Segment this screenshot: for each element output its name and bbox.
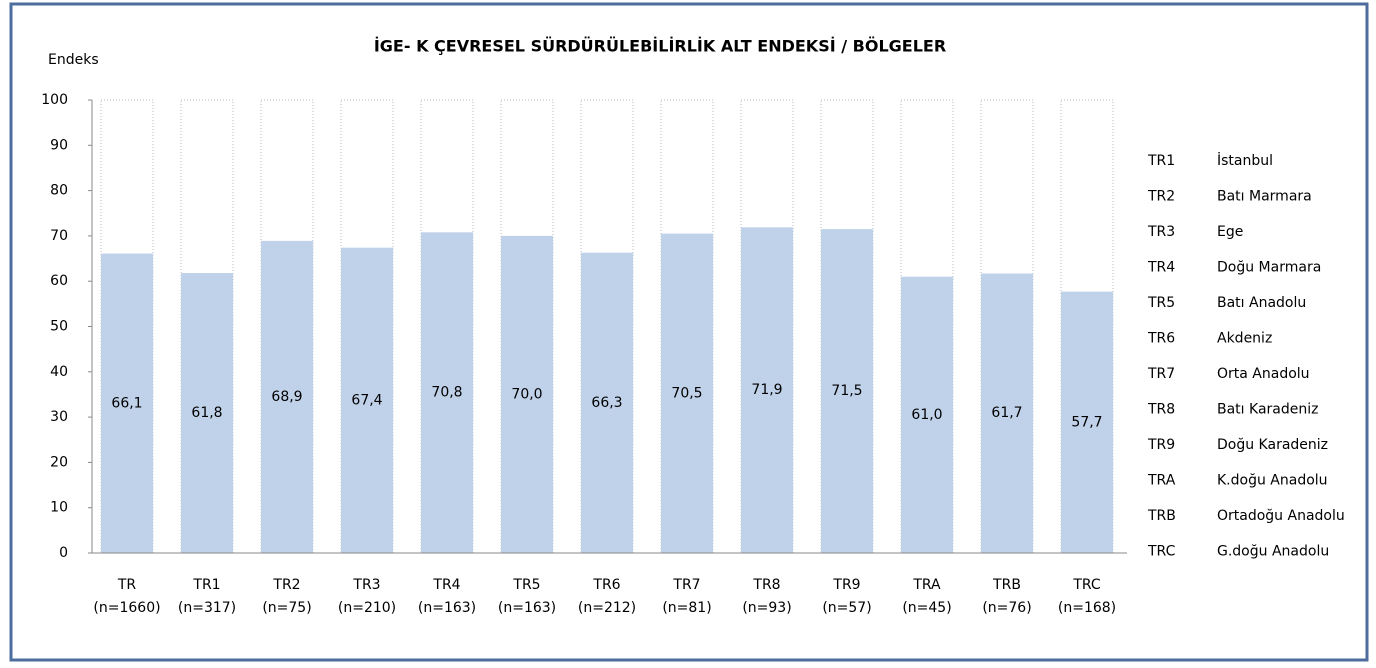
x-tick-label: TR8 [752,577,780,593]
data-label: 67,4 [351,392,382,408]
x-tick-sublabel: (n=45) [902,600,951,616]
data-label: 57,7 [1071,414,1102,430]
data-label: 70,5 [671,385,702,401]
data-label: 61,0 [911,407,942,423]
x-tick-sublabel: (n=212) [578,600,636,616]
y-tick-label: 90 [50,137,68,153]
legend-name: İstanbul [1217,151,1273,169]
y-tick-label: 70 [50,228,68,244]
y-tick-label: 20 [50,454,68,470]
legend-code: TR7 [1147,366,1175,382]
bar [501,235,553,553]
data-label: 61,8 [191,405,222,421]
x-tick-sublabel: (n=76) [982,600,1031,616]
x-tick-sublabel: (n=57) [822,600,871,616]
x-tick-sublabel: (n=75) [262,600,311,616]
y-tick-label: 10 [50,500,68,516]
legend-code: TR3 [1147,224,1175,240]
y-tick-label: 30 [50,409,68,425]
data-label: 66,3 [591,395,622,411]
x-tick-label: TR3 [352,577,380,593]
data-label: 61,7 [991,405,1022,421]
legend-code: TR8 [1147,402,1175,418]
legend-code: TR1 [1147,153,1175,169]
legend-name: K.doğu Anadolu [1217,473,1328,489]
x-tick-sublabel: (n=317) [178,600,236,616]
bar [741,227,793,553]
legend-name: G.doğu Anadolu [1217,544,1329,560]
x-tick-label: TRA [912,577,941,593]
data-label: 71,9 [751,382,782,398]
bar [1061,291,1113,553]
x-tick-label: TR6 [592,577,620,593]
data-label: 70,0 [511,386,542,402]
x-tick-sublabel: (n=163) [418,600,476,616]
bar [261,240,313,553]
legend-name: Ege [1217,224,1243,240]
bar [901,276,953,553]
bar [661,233,713,553]
x-tick-label: TR [117,577,137,593]
legend-name: Ortadoğu Anadolu [1217,508,1345,524]
x-tick-label: TR5 [512,577,540,593]
x-tick-label: TRB [992,577,1021,593]
legend-name: Batı Karadeniz [1217,402,1318,418]
legend-code: TRA [1147,473,1176,489]
x-tick-sublabel: (n=93) [742,600,791,616]
x-tick-sublabel: (n=1660) [93,600,160,616]
bar [101,253,153,553]
data-label: 70,8 [431,385,462,401]
x-tick-label: TR9 [832,577,860,593]
legend-code: TR6 [1147,331,1175,347]
x-tick-label: TR1 [192,577,220,593]
legend-name: Akdeniz [1217,331,1272,347]
data-label: 66,1 [111,395,142,411]
legend-code: TRB [1147,508,1176,524]
legend-code: TRC [1147,544,1176,560]
x-tick-label: TR2 [272,577,300,593]
legend-code: TR9 [1147,437,1175,453]
y-tick-label: 100 [41,92,68,108]
legend-code: TR2 [1147,189,1175,205]
data-label: 71,5 [831,383,862,399]
y-axis-label: Endeks [48,52,99,68]
legend-name: Doğu Marmara [1217,260,1321,276]
y-tick-label: 60 [50,273,68,289]
bar [181,273,233,553]
x-tick-label: TR4 [432,577,460,593]
data-label: 68,9 [271,389,302,405]
x-tick-sublabel: (n=168) [1058,600,1116,616]
legend-code: TR4 [1147,260,1175,276]
bar [821,229,873,554]
bar [581,252,633,553]
chart-title: İGE- K ÇEVRESEL SÜRDÜRÜLEBİLİRLİK ALT EN… [374,37,946,56]
y-tick-label: 80 [50,183,68,199]
x-tick-sublabel: (n=210) [338,600,396,616]
x-tick-label: TR7 [672,577,700,593]
bar [341,247,393,554]
legend-name: Orta Anadolu [1217,366,1310,382]
legend-name: Batı Marmara [1217,189,1312,205]
y-tick-label: 50 [50,319,68,335]
x-tick-sublabel: (n=163) [498,600,556,616]
x-tick-sublabel: (n=81) [662,600,711,616]
legend-name: Doğu Karadeniz [1217,437,1328,453]
x-tick-label: TRC [1072,577,1101,593]
legend-code: TR5 [1147,295,1175,311]
bar [421,232,473,553]
y-tick-label: 40 [50,364,68,380]
legend-name: Batı Anadolu [1217,295,1306,311]
y-tick-label: 0 [59,545,68,561]
bar [981,273,1033,553]
